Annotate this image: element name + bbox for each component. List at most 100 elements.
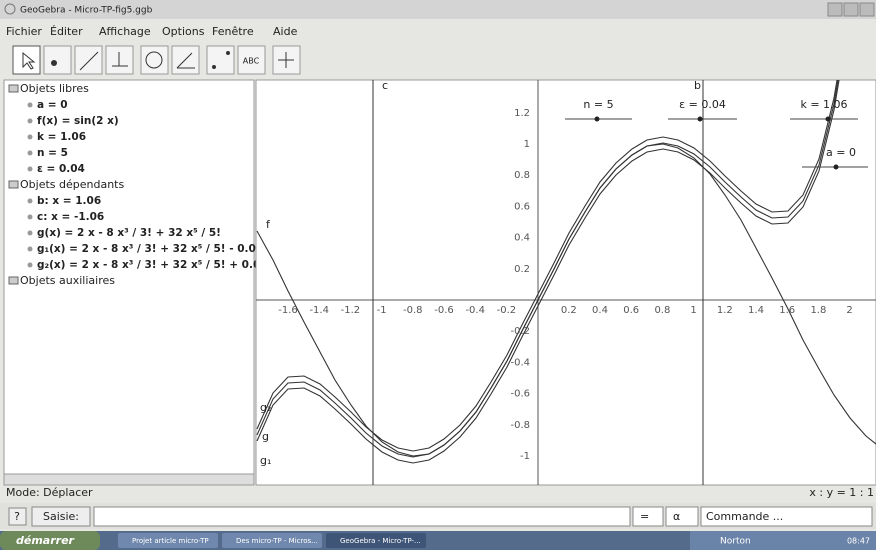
bullet	[28, 247, 33, 252]
tray-text: Norton	[720, 537, 751, 547]
folder-icon	[9, 277, 18, 284]
ratio-text: x : y = 1 : 1	[809, 486, 874, 499]
curve-label: g₁	[260, 454, 271, 467]
algebra-item[interactable]: k = 1.06	[37, 131, 86, 143]
slider-knob[interactable]	[834, 165, 839, 170]
slider-label: ε = 0.04	[679, 98, 726, 111]
x-tick-label: -1.4	[309, 305, 329, 316]
screen: GeoGebra - Micro-TP-fig5.ggb Fichier Édit…	[0, 0, 876, 550]
bullet	[28, 103, 33, 108]
input-field[interactable]	[94, 507, 630, 526]
menu-item[interactable]: Fenêtre	[212, 25, 254, 38]
group-title: Objets auxiliaires	[20, 274, 115, 287]
scrollbar[interactable]	[4, 474, 254, 485]
menu-item[interactable]: Affichage	[99, 25, 151, 38]
tool-reflect[interactable]	[207, 46, 234, 74]
algebra-item[interactable]: g(x) = 2 x - 8 x³ / 3! + 32 x⁵ / 5!	[37, 227, 221, 239]
close-button[interactable]	[860, 3, 874, 16]
line-label: c	[382, 79, 388, 92]
bullet	[28, 119, 33, 124]
x-tick-label: -1	[377, 305, 387, 316]
x-tick-label: 0.8	[654, 305, 670, 316]
menu-item[interactable]: Fichier	[6, 25, 42, 38]
task-label: GeoGebra - Micro-TP-...	[340, 537, 421, 545]
curve-label: g₂	[260, 401, 271, 414]
algebra-item[interactable]: a = 0	[37, 99, 68, 111]
y-tick-label: 1	[524, 139, 530, 150]
bullet	[28, 215, 33, 220]
graphics-view	[256, 80, 876, 485]
slider-knob[interactable]	[595, 117, 600, 122]
symbol-text: α	[673, 510, 680, 523]
menu-item[interactable]: Aide	[273, 25, 298, 38]
tool-point[interactable]	[44, 46, 71, 74]
y-tick-label: -0.8	[510, 420, 530, 431]
task-label: Des micro-TP - Micros...	[236, 537, 318, 545]
tool-circle[interactable]	[141, 46, 168, 74]
y-tick-label: -0.6	[510, 389, 530, 400]
task-list: Projet article micro-TP Des micro-TP - Mi…	[118, 533, 426, 548]
mode-text: Mode: Déplacer	[6, 486, 93, 499]
x-tick-label: 1.4	[748, 305, 764, 316]
minimize-button[interactable]	[828, 3, 842, 16]
y-tick-label: 0.4	[514, 233, 530, 244]
toolbar: ABC	[13, 46, 300, 74]
bullet	[28, 199, 33, 204]
y-tick-label: 1.2	[514, 108, 530, 119]
tool-line[interactable]	[75, 46, 102, 74]
y-tick-label: -0.2	[510, 326, 530, 337]
bullet	[28, 151, 33, 156]
y-tick-label: -0.4	[510, 357, 530, 368]
bullet	[28, 231, 33, 236]
slider-label: k = 1.06	[800, 98, 847, 111]
task-label: Projet article micro-TP	[132, 537, 209, 545]
y-tick-label: -1	[520, 451, 530, 462]
curve-label: g	[262, 430, 269, 443]
reflect-icon	[226, 51, 230, 55]
folder-icon	[9, 85, 18, 92]
start-text: démarrer	[16, 534, 75, 547]
window-title: GeoGebra - Micro-TP-fig5.ggb	[20, 6, 153, 16]
slider-knob[interactable]	[826, 117, 831, 122]
x-tick-label: -0.8	[403, 305, 423, 316]
folder-icon	[9, 181, 18, 188]
x-tick-label: 1.6	[779, 305, 795, 316]
menu-item[interactable]: Éditer	[50, 25, 83, 38]
algebra-item[interactable]: b: x = 1.06	[37, 195, 101, 207]
y-tick-label: 0.8	[514, 170, 530, 181]
group-title: Objets libres	[20, 82, 89, 95]
algebra-item[interactable]: n = 5	[37, 147, 68, 159]
greek-dropdown[interactable]	[666, 507, 698, 526]
bullet	[28, 263, 33, 268]
input-label: Saisie:	[43, 510, 79, 523]
line-label: b	[694, 79, 701, 92]
x-tick-label: 0.2	[561, 305, 577, 316]
maximize-button[interactable]	[844, 3, 858, 16]
algebra-item[interactable]: f(x) = sin(2 x)	[37, 115, 119, 127]
command-text: Commande ...	[706, 510, 783, 523]
point-icon	[51, 60, 57, 66]
x-tick-label: -0.4	[465, 305, 485, 316]
y-tick-label: 0.2	[514, 264, 530, 275]
slider-label: a = 0	[826, 146, 856, 159]
x-tick-label: 2	[846, 305, 852, 316]
x-tick-label: 1.2	[717, 305, 733, 316]
text-tool-label: ABC	[243, 57, 260, 66]
bullet	[28, 135, 33, 140]
slider-label: n = 5	[583, 98, 613, 111]
group-title: Objets dépendants	[20, 178, 124, 191]
algebra-item[interactable]: c: x = -1.06	[37, 211, 104, 223]
x-tick-label: 0.6	[623, 305, 639, 316]
algebra-item[interactable]: g₁(x) = 2 x - 8 x³ / 3! + 32 x⁵ / 5! - 0…	[37, 243, 263, 255]
algebra-item[interactable]: ε = 0.04	[37, 163, 85, 175]
algebra-item[interactable]: g₂(x) = 2 x - 8 x³ / 3! + 32 x⁵ / 5! + 0…	[37, 259, 268, 271]
menu-item[interactable]: Options	[162, 25, 205, 38]
x-tick-label: -1.6	[278, 305, 298, 316]
slider-knob[interactable]	[698, 117, 703, 122]
clock: 08:47	[847, 537, 870, 546]
x-tick-label: -0.2	[497, 305, 517, 316]
symbol-text: =	[640, 510, 649, 523]
reflect-icon	[212, 65, 216, 69]
y-tick-label: 0.6	[514, 201, 530, 212]
x-tick-label: -1.2	[341, 305, 361, 316]
